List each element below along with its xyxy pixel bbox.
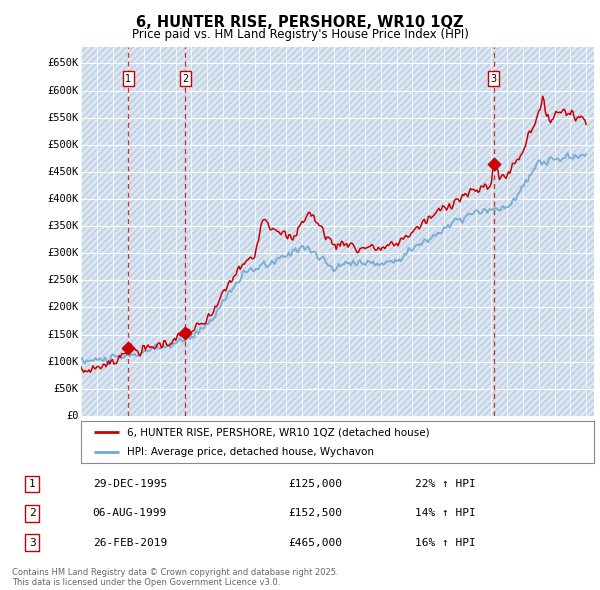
Text: 2003: 2003 [239,425,248,446]
Text: 2: 2 [29,509,35,518]
Text: 2001: 2001 [207,425,216,446]
Text: 1993: 1993 [81,425,90,446]
Text: 2012: 2012 [381,425,390,446]
Text: £400K: £400K [47,194,79,204]
Text: £150K: £150K [47,330,79,340]
Text: 06-AUG-1999: 06-AUG-1999 [92,509,167,518]
Text: 1: 1 [125,74,131,84]
Text: 2010: 2010 [349,425,358,446]
Text: 1997: 1997 [144,425,153,446]
Text: 2000: 2000 [191,425,200,446]
Text: 2013: 2013 [397,425,406,446]
Text: 1998: 1998 [160,425,169,446]
Text: £650K: £650K [47,58,79,68]
Text: 2023: 2023 [554,425,563,446]
Text: 26-FEB-2019: 26-FEB-2019 [92,537,167,548]
Text: 1994: 1994 [97,425,106,446]
Text: 16% ↑ HPI: 16% ↑ HPI [415,537,476,548]
Text: 2015: 2015 [428,425,437,446]
Text: 2020: 2020 [507,425,516,446]
Text: 1995: 1995 [113,425,122,446]
Text: 2005: 2005 [271,425,280,446]
Text: 29-DEC-1995: 29-DEC-1995 [92,479,167,489]
Text: 22% ↑ HPI: 22% ↑ HPI [415,479,476,489]
Text: 6, HUNTER RISE, PERSHORE, WR10 1QZ (detached house): 6, HUNTER RISE, PERSHORE, WR10 1QZ (deta… [127,427,430,437]
Text: 2019: 2019 [491,425,500,446]
Text: 2017: 2017 [460,425,469,446]
Text: £300K: £300K [47,248,79,258]
Text: 2018: 2018 [476,425,485,446]
Text: 2002: 2002 [223,425,232,446]
Text: £465,000: £465,000 [289,537,343,548]
Text: 2016: 2016 [444,425,453,446]
Text: 2014: 2014 [412,425,421,446]
Point [489,159,499,169]
Text: 6, HUNTER RISE, PERSHORE, WR10 1QZ: 6, HUNTER RISE, PERSHORE, WR10 1QZ [136,15,464,30]
Text: 14% ↑ HPI: 14% ↑ HPI [415,509,476,518]
Text: 2022: 2022 [539,425,548,446]
Text: Contains HM Land Registry data © Crown copyright and database right 2025.
This d: Contains HM Land Registry data © Crown c… [12,568,338,587]
Text: 2: 2 [182,74,188,84]
Text: 2006: 2006 [286,425,295,446]
Text: 3: 3 [491,74,497,84]
Text: Price paid vs. HM Land Registry's House Price Index (HPI): Price paid vs. HM Land Registry's House … [131,28,469,41]
Text: 2024: 2024 [571,425,580,446]
Text: 2009: 2009 [334,425,343,446]
Text: £500K: £500K [47,140,79,150]
Text: £600K: £600K [47,86,79,96]
Point [181,329,190,338]
Text: HPI: Average price, detached house, Wychavon: HPI: Average price, detached house, Wych… [127,447,374,457]
Text: £450K: £450K [47,167,79,177]
Text: £100K: £100K [47,357,79,367]
Text: 2021: 2021 [523,425,532,446]
Text: £250K: £250K [47,276,79,286]
Text: 2007: 2007 [302,425,311,446]
Text: 1: 1 [29,479,35,489]
Text: 2011: 2011 [365,425,374,446]
Text: 1996: 1996 [128,425,137,446]
Text: 2004: 2004 [254,425,263,446]
Text: £550K: £550K [47,113,79,123]
Text: 1999: 1999 [176,425,185,446]
Text: £152,500: £152,500 [289,509,343,518]
Text: 3: 3 [29,537,35,548]
Text: £125,000: £125,000 [289,479,343,489]
Text: £50K: £50K [53,384,79,394]
Text: £200K: £200K [47,303,79,313]
Point [124,343,133,353]
Text: £0: £0 [66,411,79,421]
Text: 2008: 2008 [318,425,327,446]
Text: 2025: 2025 [586,425,595,446]
Text: £350K: £350K [47,221,79,231]
